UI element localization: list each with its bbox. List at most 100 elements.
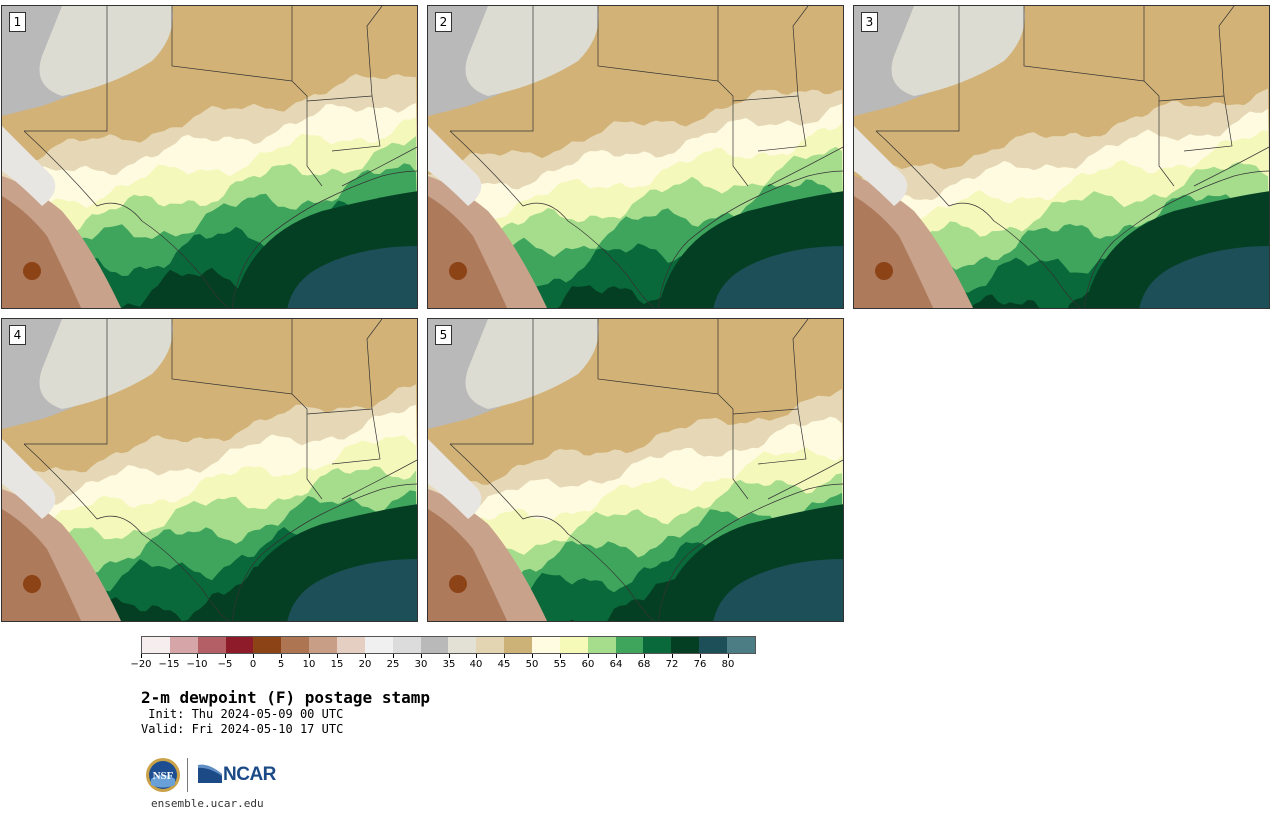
member-number: 4: [9, 325, 26, 345]
website-link[interactable]: ensemble.ucar.edu: [151, 797, 264, 810]
state-border: [657, 170, 843, 308]
state-border: [341, 459, 417, 500]
colorbar-tick-label: −15: [158, 659, 180, 670]
colorbar-swatch: [504, 637, 533, 653]
terrain-peak: [449, 575, 467, 593]
state-border: [23, 130, 230, 308]
dewpoint-map-3: [854, 6, 1269, 308]
state-border: [291, 80, 323, 187]
colorbar-tick: [253, 654, 254, 658]
colorbar-swatch: [643, 637, 672, 653]
coastal-band: [658, 504, 843, 621]
colorbar-tick: [476, 654, 477, 658]
terrain-peak: [449, 262, 467, 280]
colorbar-tick-label: 45: [497, 659, 511, 670]
colorbar-tick-label: 25: [386, 659, 400, 670]
colorbar-swatch: [392, 637, 421, 653]
light-region: [891, 6, 1025, 96]
light-region: [465, 319, 599, 409]
colorbar-tick-label: 72: [665, 659, 679, 670]
coastal-band: [232, 504, 417, 621]
state-border: [23, 443, 230, 621]
colorbar-tick: [225, 654, 226, 658]
colorbar-swatch: [364, 637, 393, 653]
ncar-logo-text: NCAR: [223, 764, 276, 785]
snow-terrain: [428, 439, 482, 519]
colorbar-tick: [169, 654, 170, 658]
ncar-logo-mark: [198, 764, 222, 783]
state-border: [171, 6, 293, 82]
colorbar-tick: [197, 654, 198, 658]
colorbar-tick-label: 30: [414, 659, 428, 670]
colorbar-tick: [421, 654, 422, 658]
state-border: [450, 319, 534, 445]
colorbar-tick: [393, 654, 394, 658]
state-border: [231, 170, 417, 308]
terrain-peak: [875, 262, 893, 280]
colorbar-tick-label: 20: [358, 659, 372, 670]
light-region: [39, 6, 173, 96]
mexico-terrain-dark: [428, 196, 508, 308]
colorbar-tick-label: −10: [186, 659, 208, 670]
member-panel-2: 2: [427, 5, 844, 309]
member-panel-4: 4: [1, 318, 418, 622]
colorbar-swatch: [197, 637, 226, 653]
member-number: 5: [435, 325, 452, 345]
state-border: [717, 393, 749, 500]
state-border: [732, 95, 807, 152]
colorbar-tick: [449, 654, 450, 658]
colorbar-ticks: −20 −15 −10 −5 0 5 10 15 20 25 30 35 40 45 50 55 60 64 68 7…: [130, 654, 756, 674]
state-border: [171, 319, 293, 395]
state-border: [876, 6, 960, 132]
colorbar-tick-label: 80: [721, 659, 735, 670]
colorbar-tick-label: 35: [442, 659, 456, 670]
state-border: [1143, 80, 1175, 187]
state-border: [597, 319, 719, 395]
state-border: [306, 408, 381, 465]
colorbar-tick: [644, 654, 645, 658]
colorbar-tick-label: −5: [217, 659, 233, 670]
colorbar-tick: [309, 654, 310, 658]
mexico-terrain-dark: [428, 509, 508, 621]
dewpoint-map-2: [428, 6, 843, 308]
nsf-logo: NSF: [146, 758, 180, 792]
colorbar-tick-label: 76: [693, 659, 707, 670]
colorbar-swatch: [337, 637, 365, 653]
state-border: [767, 459, 843, 500]
snow-terrain: [854, 126, 908, 206]
colorbar-tick-label: −20: [130, 659, 152, 670]
state-border: [717, 80, 749, 187]
colorbar-swatch: [587, 637, 616, 653]
state-border: [597, 6, 719, 82]
dewpoint-map-5: [428, 319, 843, 621]
colorbar-tick-label: 15: [330, 659, 344, 670]
state-border: [366, 319, 383, 410]
state-border: [732, 408, 807, 465]
colorbar-swatch: [559, 637, 588, 653]
coastal-band: [232, 191, 417, 308]
colorbar-tick-label: 40: [469, 659, 483, 670]
state-border: [1193, 146, 1269, 187]
coastal-band: [658, 191, 843, 308]
mexico-terrain-dark: [2, 509, 82, 621]
colorbar-tick: [560, 654, 561, 658]
colorbar-tick: [616, 654, 617, 658]
state-border: [1023, 6, 1145, 82]
member-number: 3: [861, 12, 878, 32]
state-border: [792, 319, 809, 410]
valid-time: Valid: Fri 2024-05-10 17 UTC: [141, 722, 344, 736]
light-region: [465, 6, 599, 96]
state-border: [24, 6, 108, 132]
colorbar: [141, 636, 756, 654]
state-border: [449, 130, 656, 308]
colorbar-swatch: [169, 637, 198, 653]
member-number: 2: [435, 12, 452, 32]
colorbar-tick-label: 60: [581, 659, 595, 670]
state-border: [341, 146, 417, 187]
nsf-logo-text: NSF: [153, 770, 174, 782]
snow-terrain: [2, 439, 56, 519]
terrain-peak: [23, 575, 41, 593]
state-border: [24, 319, 108, 445]
state-border: [792, 6, 809, 97]
colorbar-swatch: [142, 637, 170, 653]
